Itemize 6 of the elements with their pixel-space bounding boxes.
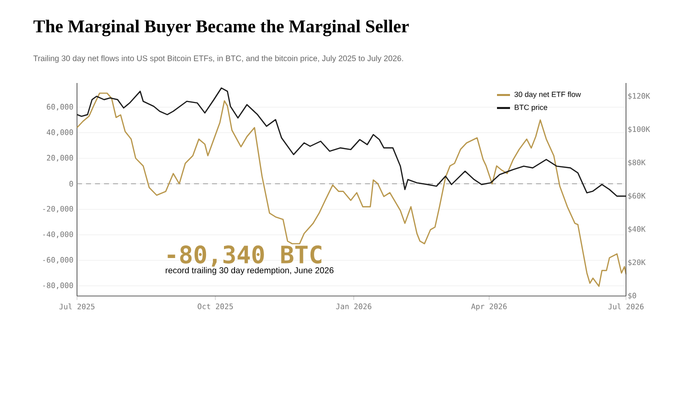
- chart-title: The Marginal Buyer Became the Marginal Seller: [33, 20, 409, 36]
- annotation: record trailing 30 day redemption, June 2026: [166, 267, 334, 275]
- line-series: [76, 87, 627, 197]
- line-series: [76, 92, 627, 287]
- annotation: -80,340 BTC: [168, 245, 322, 267]
- chart-subtitle: Trailing 30 day net flows into US spot Bitcoin ETFs, in BTC, and the bitcoin price, July 2025 to July 2026.: [33, 55, 403, 63]
